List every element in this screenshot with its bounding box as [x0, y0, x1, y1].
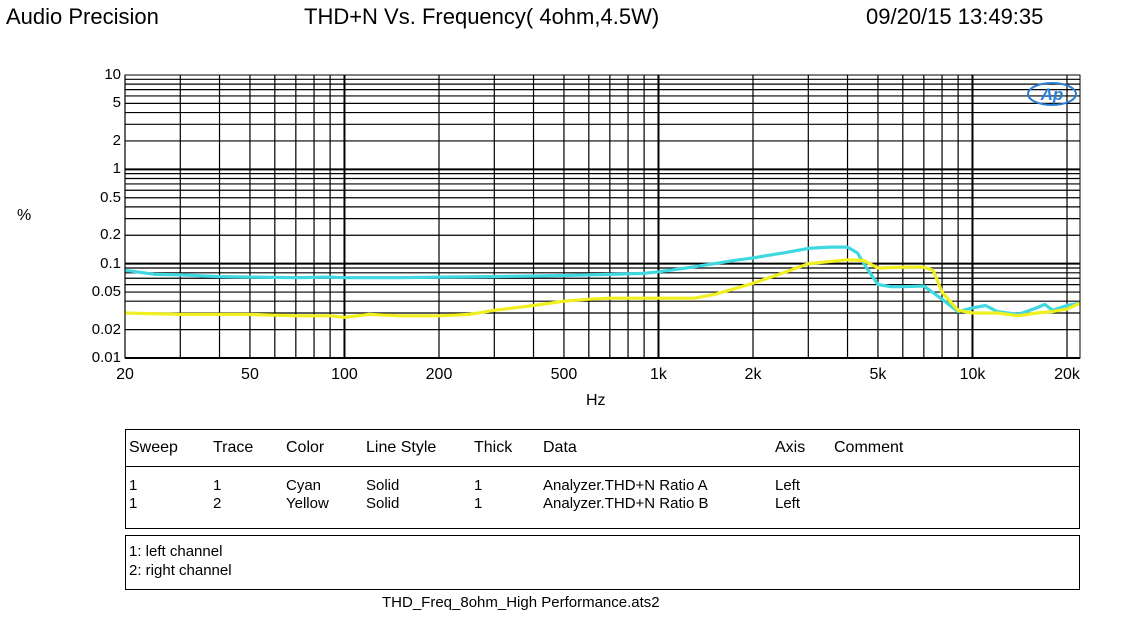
x-tick-label: 10k: [959, 366, 986, 383]
y-tick-label: 2: [112, 131, 121, 149]
legend-row-cell: 1: [129, 477, 138, 494]
x-tick-label: 1k: [650, 366, 667, 383]
legend-header-cell: Data: [543, 439, 577, 456]
legend-row-cell: Analyzer.THD+N Ratio B: [543, 495, 709, 512]
ap-logo: Ap: [1026, 80, 1078, 113]
x-tick-label: 500: [550, 366, 578, 383]
x-tick-label: 2k: [744, 366, 762, 383]
legend-row-cell: 1: [213, 477, 222, 494]
trace-legend-table: Sweep Trace Color Line Style Thick Data Axis Co…: [125, 429, 1080, 529]
legend-header-cell: Color: [286, 439, 325, 456]
x-tick-label: 200: [425, 366, 453, 383]
y-tick-label: 0.05: [91, 283, 121, 301]
y-tick-label: 0.5: [100, 188, 121, 206]
x-tick-label: 5k: [869, 366, 887, 383]
legend-header-cell: Thick: [474, 439, 513, 456]
legend-row-cell: Solid: [366, 477, 400, 494]
comment-line-1: 1: left channel: [129, 543, 223, 560]
x-tick-label: 20k: [1054, 366, 1080, 383]
legend-table-divider: [126, 466, 1079, 467]
legend-row-cell: Cyan: [286, 477, 322, 494]
legend-header-cell: Axis: [775, 439, 806, 456]
legend-header-cell: Comment: [834, 439, 904, 456]
footer-filename: THD_Freq_8ohm_High Performance.ats2: [382, 594, 660, 611]
thd-frequency-chart: [124, 74, 1081, 359]
legend-row-cell: 1: [129, 495, 138, 512]
y-tick-label: 0.2: [100, 226, 121, 244]
x-tick-label: 100: [331, 366, 358, 383]
legend-row-cell: Solid: [366, 495, 400, 512]
legend-header-cell: Sweep: [129, 439, 178, 456]
plot-frame: [124, 74, 1081, 359]
y-tick-label: 1: [112, 160, 121, 178]
comment-line-2: 2: right channel: [129, 562, 232, 579]
ap-logo-text: Ap: [1040, 85, 1064, 104]
legend-row-cell: 1: [474, 495, 483, 512]
series-line-trace-2: [124, 258, 1081, 319]
y-tick-label: 5: [112, 94, 121, 112]
series-line-trace-1: [124, 245, 1081, 316]
y-tick-label: 10: [104, 66, 121, 83]
legend-row-cell: 1: [474, 477, 483, 494]
y-tick-label: 0.01: [91, 349, 121, 366]
legend-header-cell: Line Style: [366, 439, 437, 456]
y-axis-label: %: [17, 207, 32, 224]
y-tick-label: 0.1: [100, 254, 121, 272]
legend-header-cell: Trace: [213, 439, 254, 456]
header-chart-title: THD+N Vs. Frequency( 4ohm,4.5W): [304, 4, 660, 29]
x-tick-label: 50: [241, 366, 259, 383]
y-tick-label: 0.02: [91, 320, 121, 338]
legend-row-cell: Left: [775, 495, 801, 512]
x-axis-label: Hz: [586, 392, 606, 409]
header-timestamp: 09/20/15 13:49:35: [866, 4, 1044, 29]
comment-box: 1: left channel 2: right channel: [125, 535, 1080, 590]
x-tick-label: 20: [116, 366, 134, 383]
legend-row-cell: Yellow: [286, 495, 329, 512]
legend-row-cell: Left: [775, 477, 801, 494]
header-app-name: Audio Precision: [6, 4, 159, 29]
legend-row-cell: Analyzer.THD+N Ratio A: [543, 477, 708, 494]
chart-series: [124, 245, 1081, 319]
legend-row-cell: 2: [213, 495, 222, 512]
